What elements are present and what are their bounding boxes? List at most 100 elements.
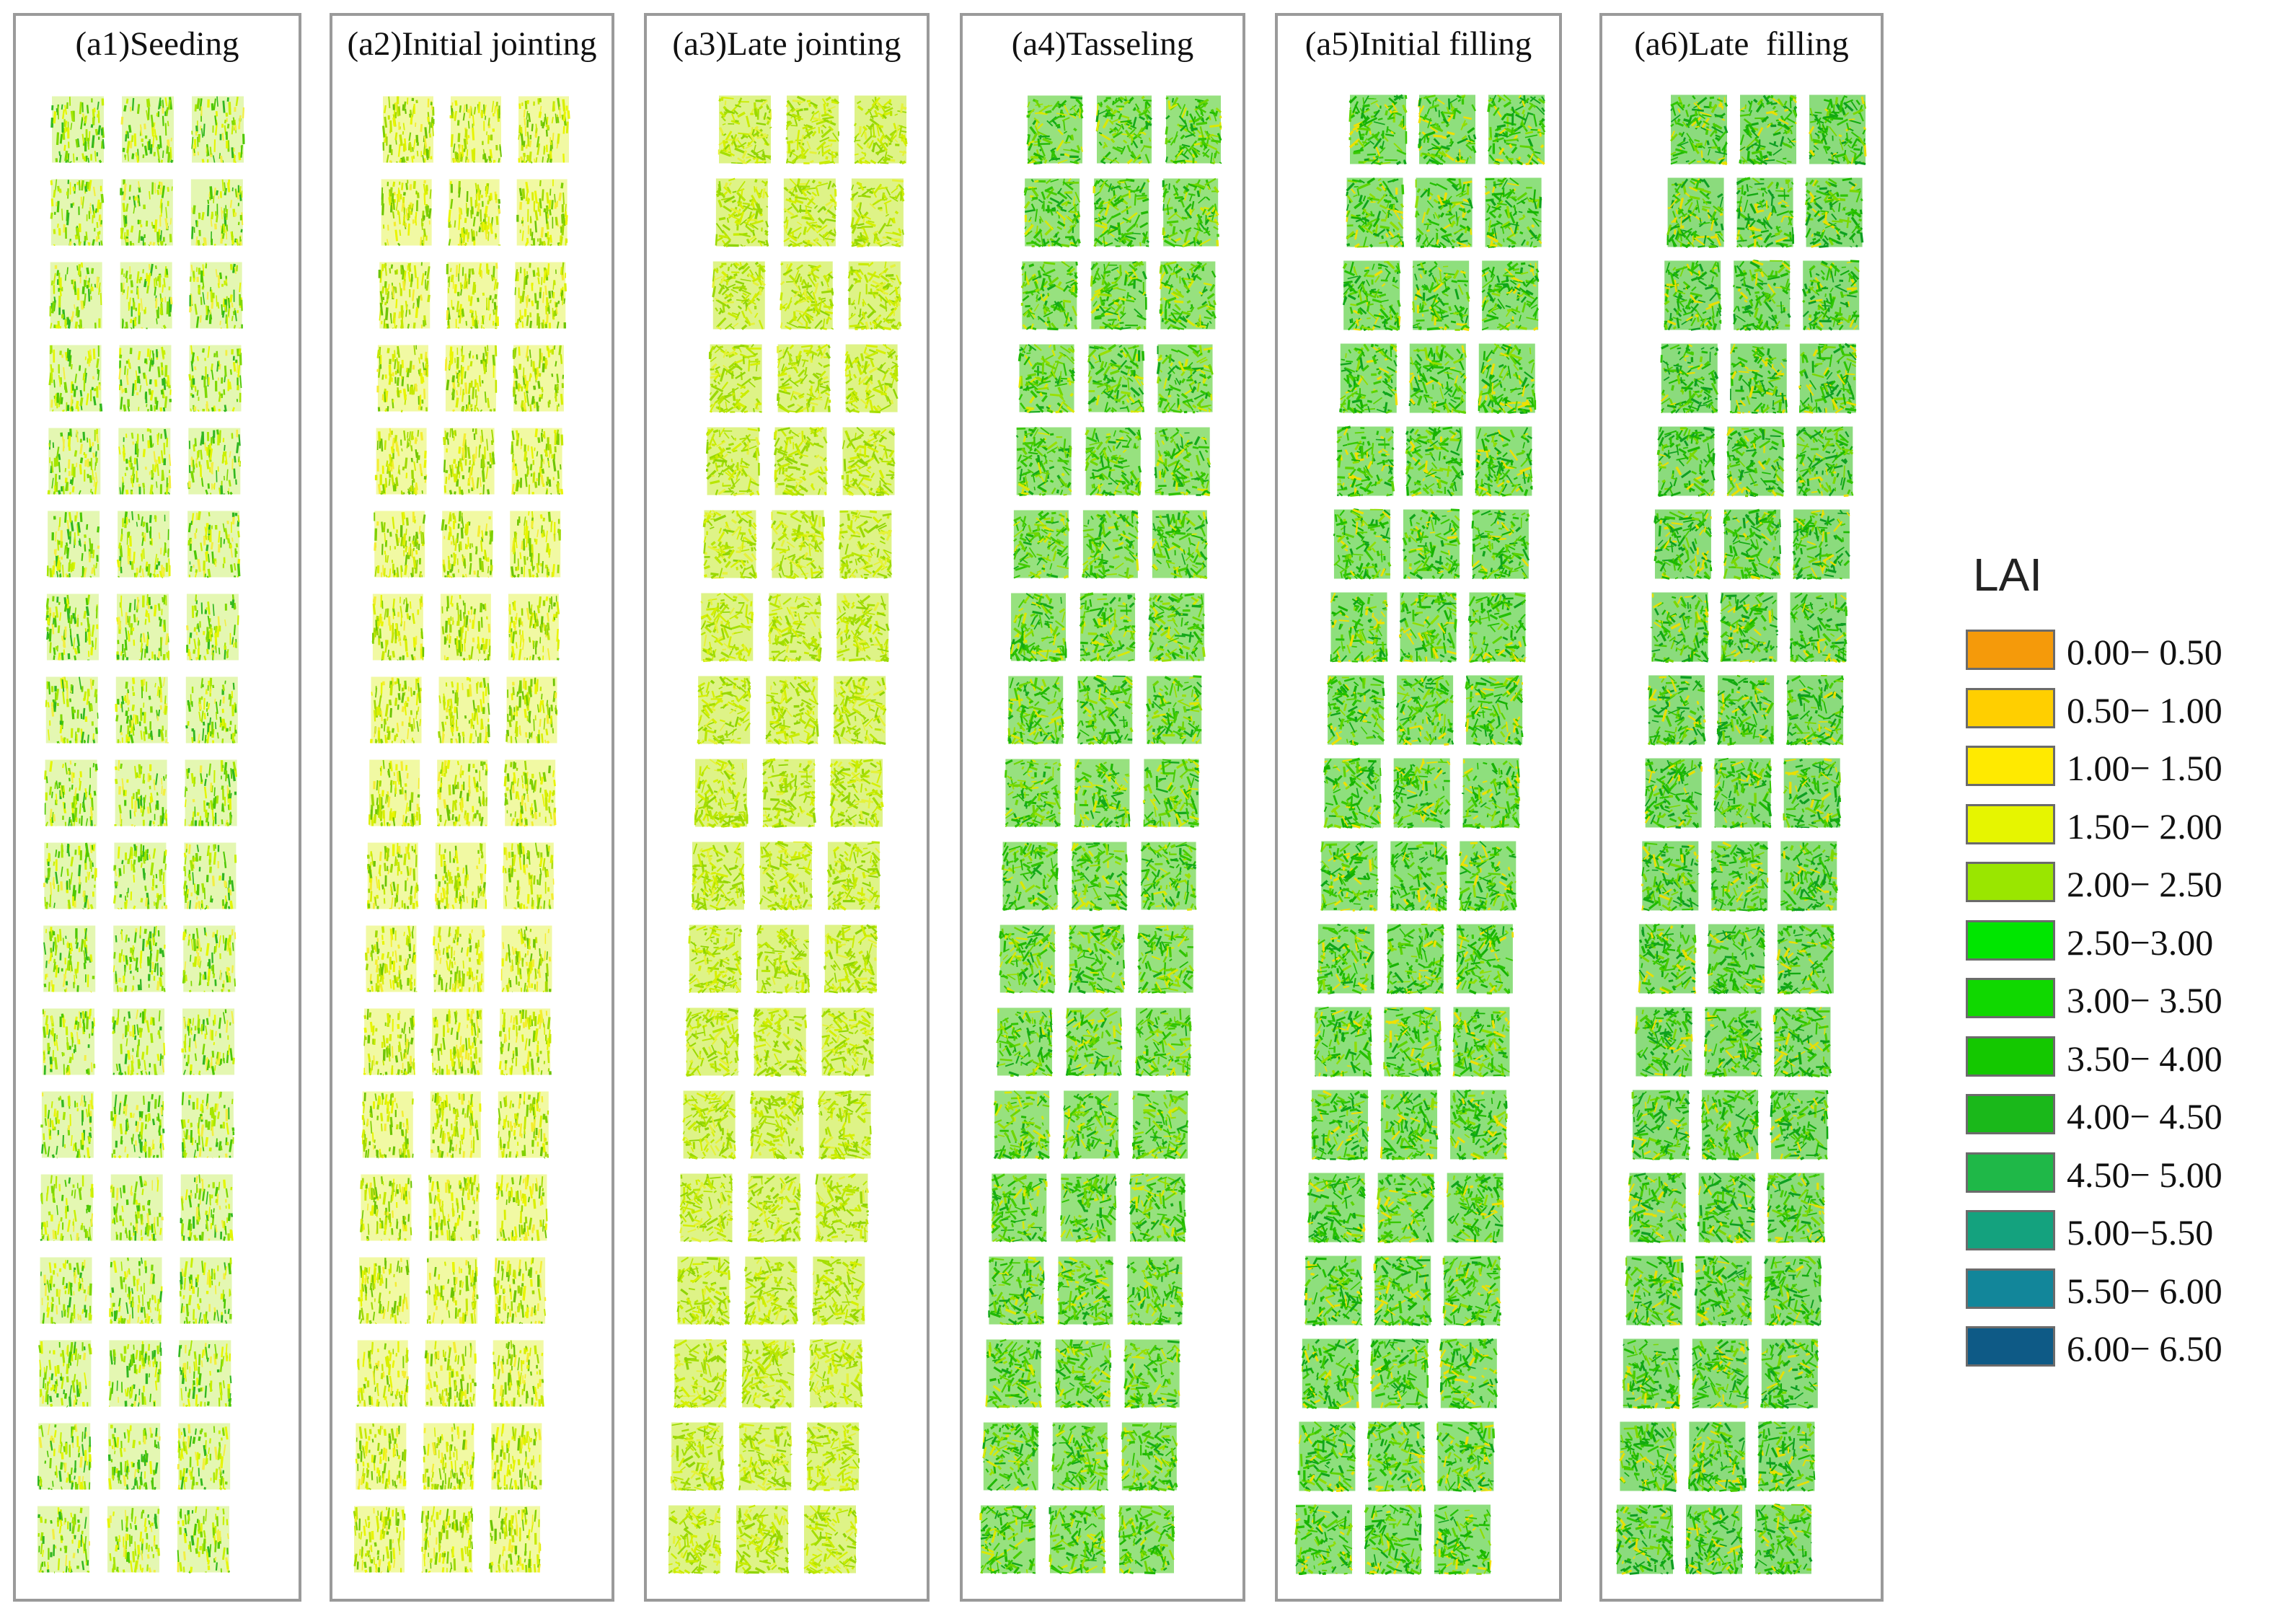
field-plot <box>112 842 168 910</box>
field-plot <box>180 1174 234 1241</box>
field-plot <box>109 1257 163 1324</box>
field-plot <box>771 510 826 580</box>
field-plot <box>1304 1255 1363 1326</box>
field-plot <box>1713 757 1772 829</box>
map-panel-a1: (a1)Seeding <box>13 13 301 1602</box>
field-plot <box>48 345 103 412</box>
field-plot <box>1383 1007 1442 1077</box>
legend-swatch <box>1966 919 2055 961</box>
field-plot <box>1065 1007 1123 1077</box>
field-plot <box>50 96 105 164</box>
map-panel-a3: (a3)Late jointing <box>644 13 930 1602</box>
field-plot <box>356 1340 410 1408</box>
field-plot <box>116 593 169 661</box>
field-plot <box>371 593 425 661</box>
field-plot <box>446 262 499 330</box>
field-plot <box>1060 1173 1117 1243</box>
field-plot <box>818 1090 872 1160</box>
field-plot <box>1402 508 1461 580</box>
legend-item: 6.00− 6.50 <box>1959 1326 2261 1371</box>
field-plot <box>1087 344 1145 413</box>
field-plot <box>1723 508 1781 581</box>
field-plot <box>1121 1422 1178 1492</box>
field-plot <box>1131 1090 1189 1160</box>
field-plot <box>359 1174 412 1242</box>
field-plot <box>1051 1422 1109 1491</box>
field-plot <box>1792 509 1850 581</box>
field-plot <box>107 1506 160 1573</box>
legend-item: 2.50−3.00 <box>1959 919 2261 965</box>
field-plot <box>1703 1007 1763 1077</box>
field-plot <box>1647 674 1706 746</box>
field-plot <box>676 1256 731 1326</box>
field-plot <box>1339 343 1398 414</box>
field-plot <box>1165 95 1222 164</box>
field-plot <box>821 1007 875 1077</box>
field-plot <box>1297 1421 1356 1493</box>
map-panel-a2: (a2)Initial jointing <box>330 13 614 1602</box>
field-plot <box>185 676 238 743</box>
field-plot <box>1669 94 1729 166</box>
field-plot <box>424 1340 477 1408</box>
field-plot <box>1770 1090 1829 1160</box>
field-plot <box>1001 842 1059 912</box>
field-plot <box>1411 260 1470 332</box>
field-plot <box>850 178 905 248</box>
field-plot <box>746 1173 801 1243</box>
legend-item: 3.00− 3.50 <box>1959 978 2261 1023</box>
field-plot <box>1367 1421 1426 1492</box>
field-plot <box>1801 260 1860 331</box>
field-plot <box>812 1255 865 1326</box>
field-plot <box>448 179 501 247</box>
field-plot <box>832 676 887 746</box>
field-plot <box>420 1506 474 1574</box>
field-plot <box>1313 1006 1372 1078</box>
field-plot <box>363 1008 415 1076</box>
field-plot <box>443 428 495 495</box>
legend-item: 0.00− 0.50 <box>1959 630 2261 674</box>
field-plot <box>1055 1339 1112 1408</box>
field-plot <box>996 1007 1054 1077</box>
legend-swatch <box>1966 1268 2055 1309</box>
field-plot <box>1694 1255 1753 1327</box>
field-plot <box>1079 592 1136 662</box>
field-plot <box>1471 509 1530 580</box>
field-plot <box>1783 758 1842 829</box>
field-plot <box>187 511 241 578</box>
field-plot <box>366 842 419 910</box>
field-plot <box>1625 1255 1684 1327</box>
field-plot <box>1323 757 1382 829</box>
field-plot <box>500 925 552 993</box>
legend-label: 0.50− 1.00 <box>2067 689 2222 731</box>
field-plot <box>42 1008 96 1076</box>
field-plot <box>112 925 166 992</box>
field-plot <box>108 1340 162 1408</box>
field-plot <box>118 345 172 412</box>
field-plot <box>498 1008 552 1076</box>
legend-item: 1.50− 2.00 <box>1959 803 2261 849</box>
field-plot <box>1442 1255 1501 1326</box>
field-plot <box>491 1423 542 1490</box>
field-plot <box>682 1090 736 1160</box>
legend-swatch <box>1966 862 2055 902</box>
field-plot <box>1085 427 1142 497</box>
legend-label: 2.50−3.00 <box>2067 922 2213 963</box>
field-plot <box>1650 592 1709 663</box>
field-plot <box>353 1506 406 1574</box>
field-plot <box>1062 1090 1120 1160</box>
field-plot <box>1796 426 1854 497</box>
field-plot <box>1780 841 1838 912</box>
field-plot <box>1373 1255 1432 1327</box>
field-plot <box>115 676 169 743</box>
plot-map <box>1294 94 1546 1576</box>
field-plot <box>1638 923 1697 994</box>
field-plot <box>1700 1089 1760 1161</box>
field-plot <box>1615 1504 1674 1575</box>
plot-map <box>667 95 908 1575</box>
field-plot <box>118 428 172 495</box>
field-plot <box>679 1173 733 1243</box>
legend-label: 4.00− 4.50 <box>2067 1095 2222 1137</box>
field-plot <box>1408 343 1467 415</box>
field-plot <box>441 511 493 578</box>
legend-label: 3.50− 4.00 <box>2067 1038 2222 1080</box>
